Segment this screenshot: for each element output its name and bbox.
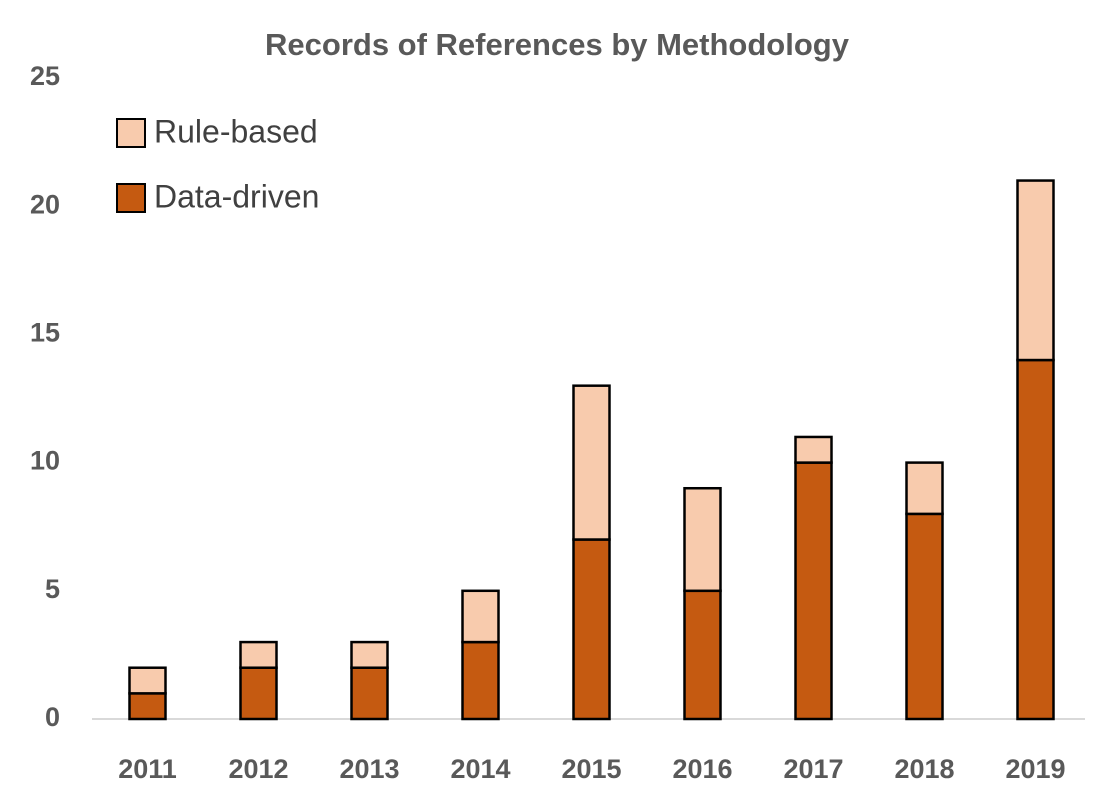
y-tick-label: 15 bbox=[30, 318, 60, 348]
bar-segment bbox=[350, 666, 389, 721]
bar-segment bbox=[239, 640, 278, 669]
bar-segment bbox=[350, 640, 389, 669]
y-tick-label: 0 bbox=[45, 702, 60, 732]
bar-segment bbox=[905, 461, 944, 516]
bar-segment bbox=[683, 589, 722, 721]
bar-segment bbox=[572, 384, 611, 541]
bar-segment bbox=[461, 640, 500, 721]
bar-segment bbox=[239, 666, 278, 721]
bar-segment bbox=[1016, 179, 1055, 362]
y-tick-label: 10 bbox=[30, 446, 60, 476]
chart-title: Records of References by Methodology bbox=[265, 27, 850, 62]
legend-swatch bbox=[116, 183, 146, 213]
x-tick-label: 2018 bbox=[894, 754, 954, 784]
bar-segment bbox=[572, 538, 611, 721]
bar-segment bbox=[128, 666, 167, 695]
legend-label: Data-driven bbox=[154, 178, 319, 214]
x-tick-label: 2017 bbox=[783, 754, 843, 784]
x-tick-label: 2011 bbox=[118, 754, 177, 784]
x-tick-label: 2016 bbox=[672, 754, 732, 784]
bar-segment bbox=[1016, 358, 1055, 721]
y-tick-label: 25 bbox=[30, 61, 60, 91]
bar-segment bbox=[794, 435, 833, 464]
x-tick-label: 2015 bbox=[561, 754, 621, 784]
y-tick-label: 20 bbox=[30, 189, 60, 219]
bar-segment bbox=[683, 486, 722, 593]
bar-segment bbox=[905, 512, 944, 721]
legend-label: Rule-based bbox=[154, 113, 318, 149]
y-tick-label: 5 bbox=[45, 574, 60, 604]
bar-segment bbox=[794, 461, 833, 721]
bar-segment bbox=[128, 692, 167, 721]
legend-swatch bbox=[116, 118, 146, 148]
x-tick-label: 2013 bbox=[339, 754, 399, 784]
bar-segment bbox=[461, 589, 500, 644]
x-tick-label: 2012 bbox=[228, 754, 288, 784]
x-tick-label: 2014 bbox=[450, 754, 510, 784]
x-tick-label: 2019 bbox=[1005, 754, 1065, 784]
